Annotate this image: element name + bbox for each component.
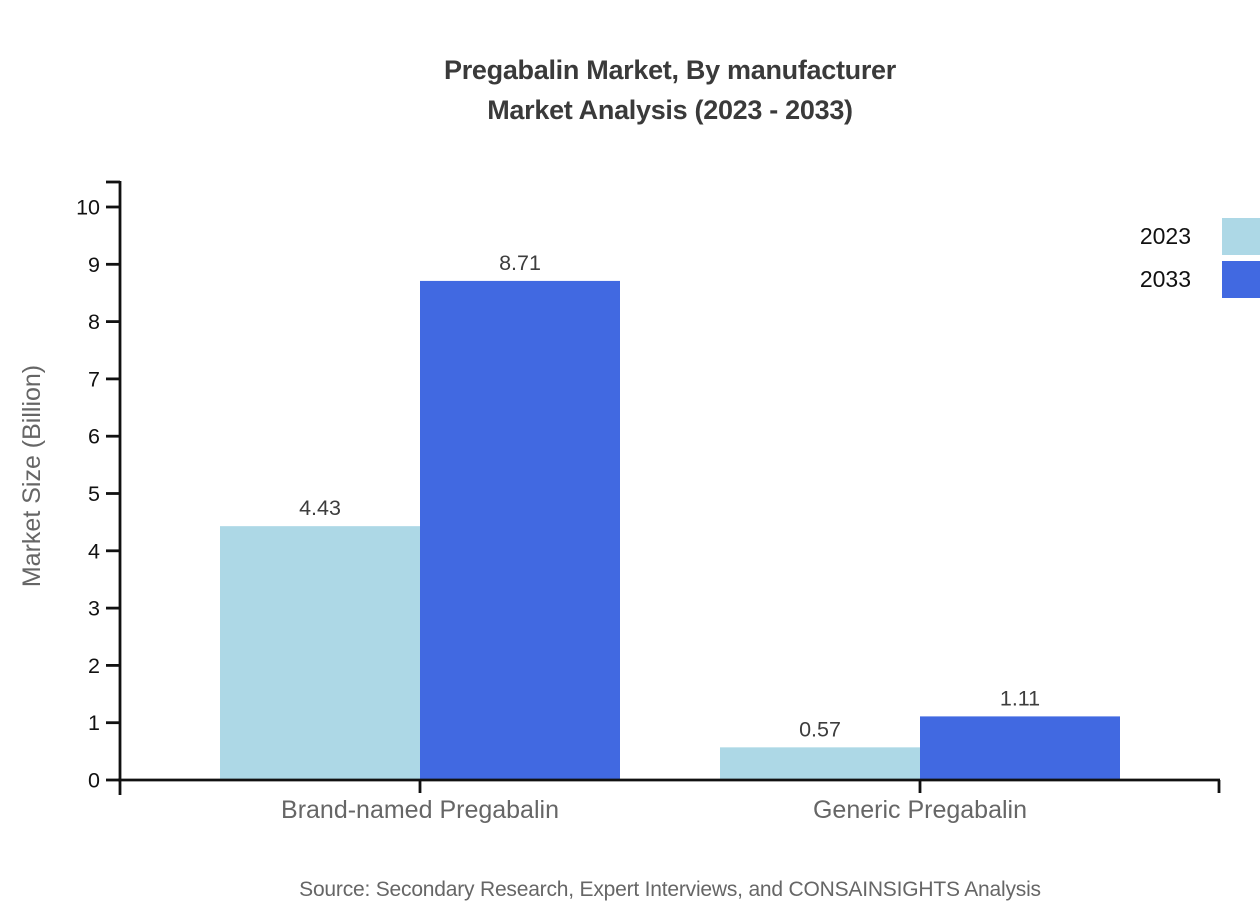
y-axis-tick-label: 4 [88,539,100,563]
legend-item-2033: 2033 [1140,261,1260,298]
y-axis-tick-label: 2 [88,654,100,678]
y-axis-tick-label: 8 [88,310,100,334]
legend-swatch-2033 [1222,261,1260,298]
bar-value-label: 0.57 [799,717,841,741]
legend-label-2033: 2033 [1139,266,1191,292]
x-category-label: Generic Pregabalin [813,796,1027,824]
bar-2023-generic-pregabalin [720,747,920,780]
y-axis-label: Market Size (Billion) [18,364,46,588]
chart-legend: 2023 2033 [1140,218,1260,304]
y-axis-tick-label: 5 [88,482,100,506]
y-axis-tick-label: 0 [88,769,100,793]
bar-2023-brand-named-pregabalin [220,526,420,780]
y-axis-tick-label: 9 [88,253,100,277]
y-axis-tick-label: 3 [88,597,100,621]
x-category-label: Brand-named Pregabalin [281,796,559,824]
legend-label-2023: 2023 [1139,223,1191,249]
y-axis-tick-label: 7 [88,367,100,391]
y-axis-tick-label: 6 [88,425,100,449]
chart-title-line1: Pregabalin Market, By manufacturer [444,55,896,85]
bar-2033-brand-named-pregabalin [420,280,620,780]
legend-swatch-2023 [1222,218,1260,255]
bar-2033-generic-pregabalin [920,716,1120,780]
bar-value-label: 4.43 [299,496,341,520]
y-axis-tick-label: 1 [88,711,100,735]
bar-value-label: 8.71 [499,251,541,275]
chart-title-line2: Market Analysis (2023 - 2033) [487,95,853,125]
bar-value-label: 1.11 [1000,686,1040,710]
y-axis-tick-label: 10 [76,196,100,220]
chart-title: Pregabalin Market, By manufacturer Marke… [120,50,1220,130]
source-attribution: Source: Secondary Research, Expert Inter… [299,878,1041,901]
legend-item-2023: 2023 [1140,218,1260,255]
